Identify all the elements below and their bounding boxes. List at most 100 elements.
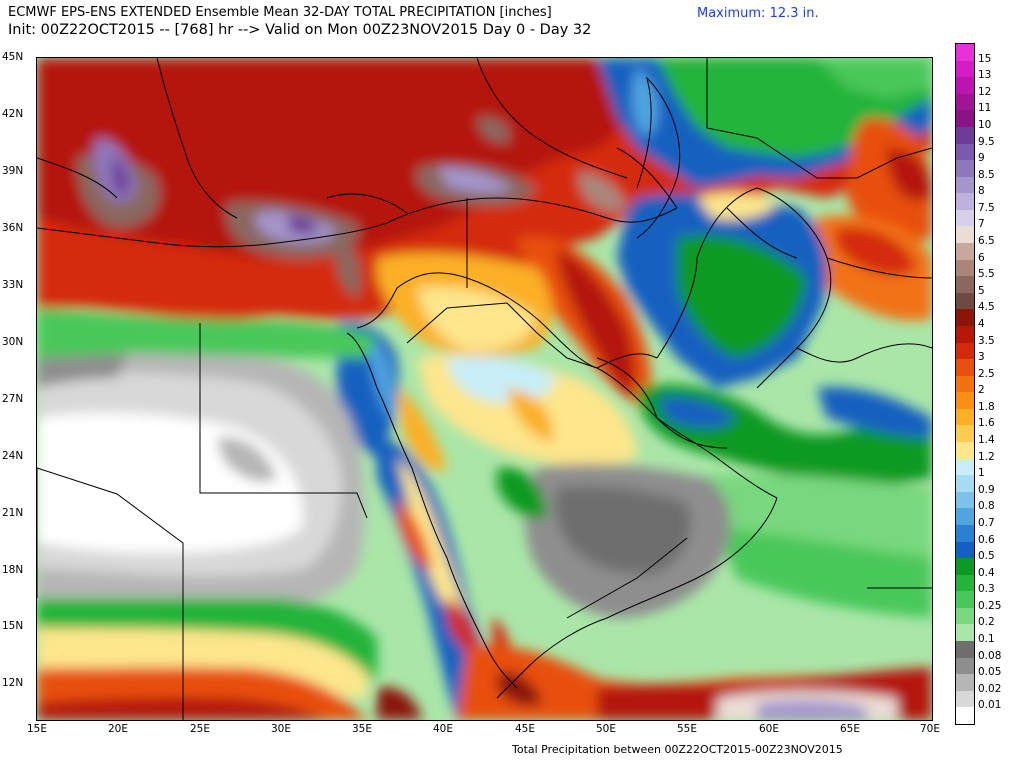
colorbar-swatch — [956, 193, 974, 211]
colorbar-swatch — [956, 209, 974, 227]
lon-label: 65E — [840, 723, 860, 735]
colorbar-tick-label: 8 — [978, 185, 985, 198]
colorbar-swatch — [956, 176, 974, 194]
colorbar-tick-label: 2 — [978, 384, 985, 397]
precip-field — [37, 58, 932, 720]
colorbar-tick-label: 9.5 — [978, 135, 995, 148]
lat-label: 42N — [2, 108, 24, 120]
colorbar-tick-label: 5.5 — [978, 268, 995, 281]
colorbar-tick-label: 0.1 — [978, 633, 995, 646]
lon-label: 20E — [108, 723, 128, 735]
lat-label: 18N — [2, 564, 24, 576]
lon-label: 55E — [677, 723, 697, 735]
colorbar-swatch — [956, 60, 974, 78]
colorbar-swatch — [956, 243, 974, 261]
colorbar-swatch — [956, 624, 974, 642]
colorbar-tick-label: 0.05 — [978, 666, 1002, 679]
lat-label: 24N — [2, 450, 24, 462]
colorbar-swatch — [956, 392, 974, 410]
lon-label: 35E — [352, 723, 372, 735]
colorbar-swatch — [956, 44, 974, 61]
lon-label: 25E — [190, 723, 210, 735]
colorbar-tick-label: 0.9 — [978, 483, 995, 496]
colorbar-swatch — [956, 276, 974, 294]
colorbar-swatch — [956, 475, 974, 493]
colorbar-tick-label: 0.5 — [978, 550, 995, 563]
colorbar-swatch — [956, 143, 974, 161]
colorbar-swatch — [956, 425, 974, 443]
colorbar-swatch — [956, 342, 974, 360]
colorbar-swatch — [956, 126, 974, 144]
colorbar-swatch — [956, 674, 974, 692]
colorbar-tick-label: 12 — [978, 85, 992, 98]
colorbar-tick-label: 0.01 — [978, 699, 1002, 712]
lat-label: 39N — [2, 165, 24, 177]
colorbar-tick-label: 1.2 — [978, 450, 995, 463]
colorbar-swatch — [956, 160, 974, 178]
colorbar-swatch — [956, 508, 974, 526]
maximum-label: Maximum: 12.3 in. — [697, 6, 819, 21]
colorbar-tick-label: 7.5 — [978, 201, 995, 214]
colorbar-tick-label: 9 — [978, 152, 985, 165]
lat-label: 33N — [2, 279, 24, 291]
colorbar-tick-label: 1.4 — [978, 434, 995, 447]
colorbar-swatch — [956, 226, 974, 244]
colorbar-tick-label: 0.8 — [978, 500, 995, 513]
lat-label: 36N — [2, 222, 24, 234]
colorbar-swatch — [956, 607, 974, 625]
colorbar-swatch — [956, 574, 974, 592]
lon-label: 40E — [433, 723, 453, 735]
lon-label: 15E — [27, 723, 47, 735]
colorbar-tick-label: 10 — [978, 118, 992, 131]
precipitation-map — [36, 57, 933, 721]
colorbar-tick-label: 2.5 — [978, 367, 995, 380]
colorbar-tick-label: 0.7 — [978, 516, 995, 529]
colorbar-swatch — [956, 93, 974, 111]
colorbar-swatch — [956, 292, 974, 310]
lat-label: 12N — [2, 677, 24, 689]
colorbar-swatch — [956, 491, 974, 509]
coastlines — [326, 76, 728, 449]
colorbar-tick-label: 3 — [978, 351, 985, 364]
lon-label: 70E — [920, 723, 940, 735]
lat-label: 27N — [2, 393, 24, 405]
colorbar-tick-label: 0.2 — [978, 616, 995, 629]
lon-label: 45E — [515, 723, 535, 735]
colorbar-swatch — [956, 458, 974, 476]
colorbar-swatch — [956, 442, 974, 460]
colorbar-tick-label: 0.02 — [978, 682, 1002, 695]
colorbar-tick-label: 15 — [978, 52, 992, 65]
lat-label: 15N — [2, 620, 24, 632]
colorbar-tick-label: 6.5 — [978, 235, 995, 248]
colorbar-tick-label: 1.6 — [978, 417, 995, 430]
colorbar-swatch — [956, 591, 974, 609]
colorbar-swatch — [956, 259, 974, 277]
map-title: ECMWF EPS-ENS EXTENDED Ensemble Mean 32-… — [8, 5, 552, 20]
colorbar-tick-label: 1.8 — [978, 400, 995, 413]
colorbar-swatch — [956, 541, 974, 559]
colorbar-tick-label: 0.3 — [978, 583, 995, 596]
lon-label: 60E — [759, 723, 779, 735]
colorbar-tick-label: 4.5 — [978, 301, 995, 314]
colorbar-swatch — [956, 375, 974, 393]
colorbar-tick-label: 0.25 — [978, 599, 1002, 612]
lat-label: 45N — [2, 51, 24, 63]
colorbar-tick-label: 4 — [978, 317, 985, 330]
lon-label: 50E — [596, 723, 616, 735]
colorbar-swatch — [956, 408, 974, 426]
colorbar-swatch — [956, 309, 974, 327]
colorbar-tick-label: 5 — [978, 284, 985, 297]
colorbar-swatch — [956, 690, 974, 708]
country-borders — [37, 58, 932, 720]
map-subtitle: Init: 00Z22OCT2015 -- [768] hr --> Valid… — [8, 22, 592, 38]
colorbar-swatch — [956, 641, 974, 659]
colorbar-tick-label: 0.6 — [978, 533, 995, 546]
colorbar-tick-label: 11 — [978, 102, 992, 115]
colorbar-tick-label: 0.08 — [978, 649, 1002, 662]
colorbar-swatch — [956, 707, 974, 725]
colorbar-swatch — [956, 325, 974, 343]
colorbar-swatch — [956, 558, 974, 576]
footer-caption: Total Precipitation between 00Z22OCT2015… — [512, 743, 843, 756]
colorbar-tick-label: 1 — [978, 467, 985, 480]
colorbar-tick-label: 7 — [978, 218, 985, 231]
